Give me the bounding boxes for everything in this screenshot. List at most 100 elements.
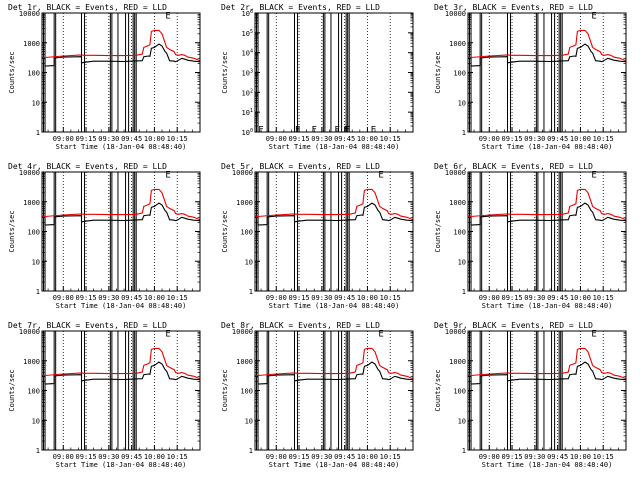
x-tick-label: 10:15 — [380, 453, 401, 461]
x-axis-label: Start Time (18-Jan-04 08:48:40) — [269, 302, 400, 310]
annotation-label: E — [258, 126, 263, 136]
panel-title: Det 5r, BLACK = Events, RED = LLD — [221, 162, 380, 171]
plot-frame — [41, 330, 201, 451]
plot-frame — [254, 12, 414, 133]
panel-title: Det 8r, BLACK = Events, RED = LLD — [221, 321, 380, 330]
x-tick-label: 09:00 — [53, 294, 74, 302]
x-tick-label: 09:15 — [289, 453, 310, 461]
x-axis-label: Start Time (18-Jan-04 08:48:40) — [269, 143, 400, 151]
x-axis-label: Start Time (18-Jan-04 08:48:40) — [56, 143, 187, 151]
y-tick-label: 100 — [240, 229, 253, 237]
y-tick-label: 1 — [249, 288, 253, 296]
x-tick-label: 10:00 — [357, 294, 378, 302]
panel-title: Det 7r, BLACK = Events, RED = LLD — [8, 321, 167, 330]
y-tick-label: 103 — [242, 69, 253, 78]
y-tick-label: 10 — [245, 258, 253, 266]
x-tick-label: 09:00 — [53, 135, 74, 143]
annotation-label: E — [378, 329, 383, 339]
y-tick-label: 104 — [242, 49, 253, 58]
x-tick-label: 09:30 — [524, 294, 545, 302]
x-tick-label: 09:45 — [121, 453, 142, 461]
x-tick-label: 10:00 — [144, 453, 165, 461]
x-axis-label: Start Time (18-Jan-04 08:48:40) — [269, 461, 400, 469]
y-tick-label: 10 — [32, 258, 40, 266]
series-lld-line — [467, 188, 627, 221]
x-tick-label: 10:00 — [357, 135, 378, 143]
x-tick-label: 09:15 — [76, 135, 97, 143]
y-tick-label: 1 — [36, 129, 40, 137]
annotation-label: E — [165, 329, 170, 339]
y-tick-label: 100 — [240, 388, 253, 396]
x-tick-label: 10:15 — [167, 135, 188, 143]
x-tick-label: 10:15 — [380, 294, 401, 302]
y-axis-label: Counts/sec — [434, 369, 442, 411]
plot-frame — [41, 12, 201, 133]
y-axis-label: Counts/sec — [8, 369, 16, 411]
panel-title: Det 1r, BLACK = Events, RED = LLD — [8, 3, 167, 12]
y-tick-label: 1000 — [236, 358, 253, 366]
x-tick-label: 09:45 — [334, 294, 355, 302]
panel-title: Det 9r, BLACK = Events, RED = LLD — [434, 321, 593, 330]
x-tick-label: 10:15 — [167, 453, 188, 461]
panel-det-2: Det 2r, BLACK = Events, RED = LLD 100 101 1… — [221, 3, 414, 151]
y-tick-label: 10000 — [19, 328, 40, 336]
x-tick-label: 10:00 — [570, 135, 591, 143]
y-tick-label: 10000 — [232, 169, 253, 177]
y-tick-label: 100 — [453, 229, 466, 237]
x-tick-label: 09:15 — [289, 135, 310, 143]
series-events-line — [41, 43, 201, 67]
panel-title: Det 6r, BLACK = Events, RED = LLD — [434, 162, 593, 171]
x-tick-label: 09:15 — [76, 294, 97, 302]
y-axis-label: Counts/sec — [8, 210, 16, 252]
panel-det-6: Det 6r, BLACK = Events, RED = LLD 1 10 100 1… — [434, 162, 627, 310]
y-axis-label: Counts/sec — [8, 51, 16, 93]
series-events-line — [254, 361, 414, 385]
series-events-line — [41, 202, 201, 226]
x-tick-label: 09:00 — [53, 453, 74, 461]
y-tick-label: 100 — [242, 128, 253, 137]
x-axis-label: Start Time (18-Jan-04 08:48:40) — [56, 461, 187, 469]
x-tick-label: 09:15 — [502, 135, 523, 143]
series-events-line — [41, 361, 201, 385]
x-tick-label: 09:45 — [547, 135, 568, 143]
x-tick-label: 09:30 — [311, 453, 332, 461]
series-lld-line — [467, 29, 627, 62]
annotation-label: E — [165, 170, 170, 180]
y-tick-label: 1 — [462, 288, 466, 296]
y-axis-label: Counts/sec — [221, 369, 229, 411]
y-tick-label: 101 — [242, 108, 253, 117]
x-tick-label: 09:00 — [479, 135, 500, 143]
x-tick-label: 09:30 — [524, 453, 545, 461]
y-axis-label: Counts/sec — [434, 51, 442, 93]
x-tick-label: 09:30 — [524, 135, 545, 143]
y-tick-label: 10 — [458, 417, 466, 425]
annotation-label: E — [591, 329, 596, 339]
y-tick-label: 10000 — [19, 169, 40, 177]
plot-frame — [467, 12, 627, 133]
y-tick-label: 100 — [453, 388, 466, 396]
y-tick-label: 100 — [27, 229, 40, 237]
x-tick-label: 09:30 — [98, 294, 119, 302]
y-tick-label: 100 — [27, 388, 40, 396]
y-tick-label: 102 — [242, 88, 253, 97]
panel-title: Det 4r, BLACK = Events, RED = LLD — [8, 162, 167, 171]
panel-det-3: Det 3r, BLACK = Events, RED = LLD 1 10 100 1… — [434, 3, 627, 151]
y-tick-label: 105 — [242, 29, 253, 38]
y-axis-label: Counts/sec — [221, 210, 229, 252]
series-lld-line — [467, 347, 627, 380]
plot-frame — [467, 171, 627, 292]
x-tick-label: 09:30 — [311, 135, 332, 143]
y-tick-label: 10 — [458, 258, 466, 266]
y-tick-label: 10000 — [232, 328, 253, 336]
x-tick-label: 10:15 — [167, 294, 188, 302]
x-tick-label: 10:15 — [380, 135, 401, 143]
x-tick-label: 09:00 — [266, 453, 287, 461]
y-tick-label: 10000 — [19, 10, 40, 18]
x-tick-label: 10:15 — [593, 294, 614, 302]
y-tick-label: 1 — [36, 288, 40, 296]
x-tick-label: 09:45 — [121, 135, 142, 143]
x-tick-label: 09:00 — [479, 453, 500, 461]
x-tick-label: 10:00 — [570, 294, 591, 302]
series-lld-line — [41, 29, 201, 62]
